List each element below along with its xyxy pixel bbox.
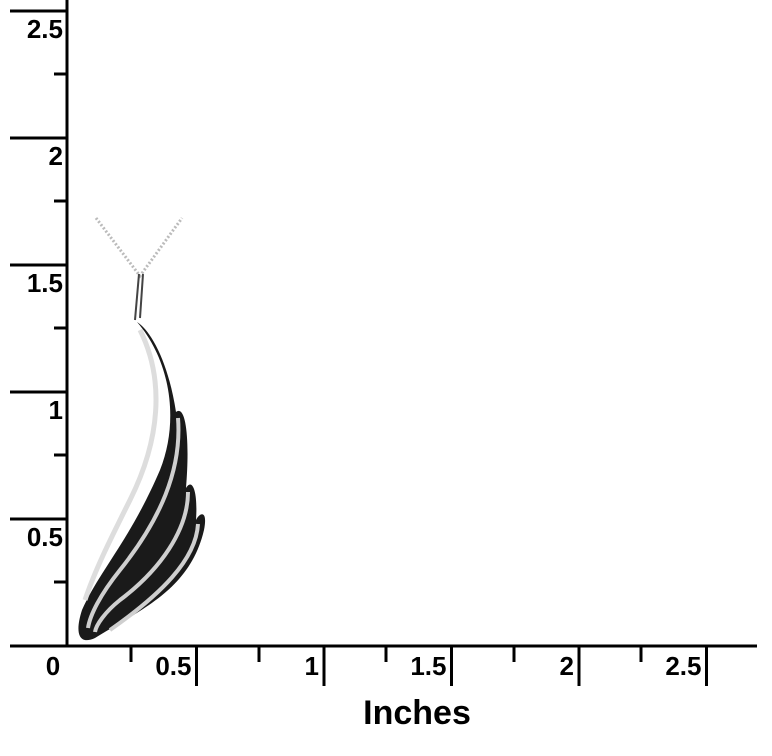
x-tick-label: 2 — [560, 651, 574, 681]
x-tick-label: 2.5 — [665, 651, 701, 681]
y-tick-label: 2.5 — [27, 14, 63, 44]
y-tick-label: 2 — [49, 141, 63, 171]
highlight — [93, 491, 190, 633]
minor-ticks — [54, 72, 643, 662]
highlight — [108, 523, 200, 632]
x-tick-label: 1 — [305, 651, 319, 681]
y-tick-label: 1.5 — [27, 268, 63, 298]
bail — [134, 273, 144, 321]
pendant-body — [78, 322, 206, 641]
pendant — [78, 217, 206, 641]
chain — [94, 217, 184, 279]
y-tick-label: 1 — [49, 395, 63, 425]
x-tick-label: 0.5 — [155, 651, 191, 681]
x-axis-title: Inches — [363, 694, 471, 732]
highlight — [86, 417, 181, 629]
highlight — [82, 328, 159, 601]
y-tick-label: 0.5 — [27, 522, 63, 552]
x-tick-label: 0 — [46, 651, 60, 681]
x-tick-label: 1.5 — [410, 651, 446, 681]
